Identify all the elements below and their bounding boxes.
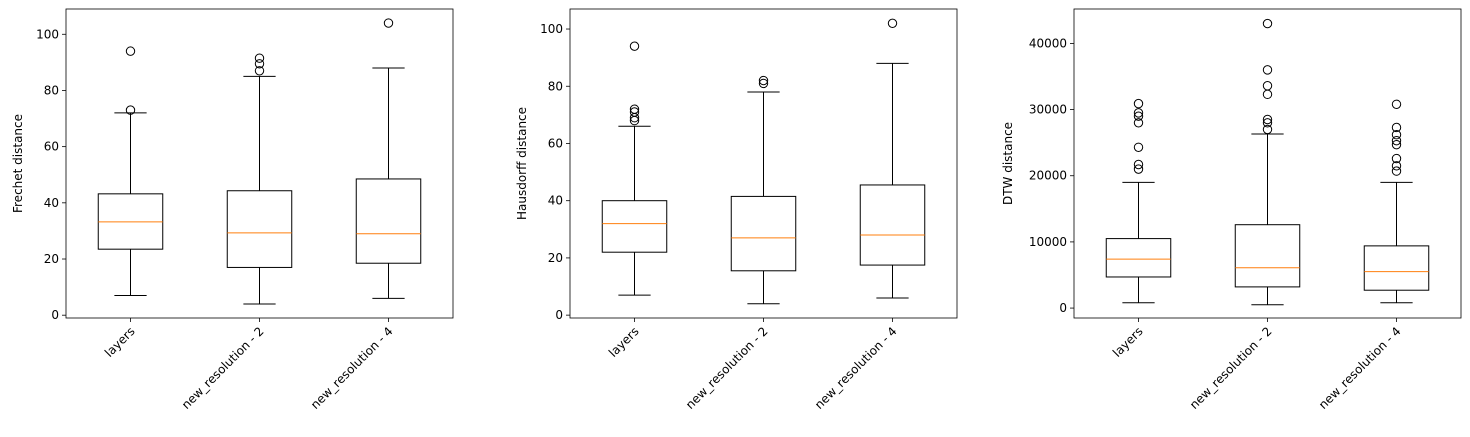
y-tick-label: 100	[36, 27, 59, 41]
y-axis-label: Frechet distance	[11, 114, 25, 213]
flier-point	[1133, 142, 1144, 152]
x-tick-label-layers: layers	[1110, 324, 1146, 360]
y-tick-label: 40000	[1029, 36, 1067, 50]
flier-point	[1391, 130, 1402, 140]
x-tick-label-new-resolution-4: new_resolution - 4	[812, 324, 900, 412]
flier-point	[1391, 166, 1402, 176]
flier-point	[1391, 122, 1402, 133]
x-tick-label-new-resolution-2: new_resolution - 2	[179, 324, 267, 412]
y-tick-label: 40	[44, 196, 59, 210]
flier-point	[1262, 118, 1273, 128]
flier-point	[1262, 81, 1273, 91]
flier-point	[758, 78, 769, 89]
flier-point	[1133, 159, 1144, 170]
x-tick-label-new-resolution-4: new_resolution - 4	[1316, 324, 1404, 412]
box-iqr	[1105, 238, 1172, 278]
y-tick-label: 40	[548, 194, 563, 208]
y-tick-label: 0	[51, 308, 59, 322]
box-new-resolution-2	[1234, 18, 1301, 306]
flier-point	[1391, 161, 1402, 171]
flier-point	[629, 104, 640, 114]
flier-point	[1262, 89, 1273, 100]
y-axis-label: Hausdorff distance	[515, 107, 529, 220]
flier-point	[1262, 18, 1273, 29]
flier-point	[758, 75, 769, 86]
flier-point	[887, 18, 898, 29]
x-tick-label-layers: layers	[102, 324, 138, 360]
flier-point	[1262, 114, 1273, 125]
y-tick-label: 20	[548, 251, 563, 265]
box-iqr	[355, 178, 422, 264]
box-new-resolution-2	[226, 53, 293, 305]
flier-point	[629, 107, 640, 117]
flier-point	[254, 66, 265, 76]
flier-point	[1391, 135, 1402, 146]
y-tick-label: 0	[1059, 301, 1067, 315]
panel-hausdorff: 0 20 40 60 80 100 Hausdorff distance layers new_…	[515, 8, 958, 412]
box-layers	[1105, 98, 1172, 304]
flier-point	[1262, 124, 1273, 135]
y-tick-label: 20000	[1029, 169, 1067, 183]
axes-frame	[65, 8, 454, 319]
y-tick-label: 30000	[1029, 103, 1067, 117]
y-tick-label: 20	[44, 252, 59, 266]
box-iqr	[730, 195, 797, 272]
y-tick-label: 100	[540, 22, 563, 36]
y-tick-label: 0	[555, 308, 563, 322]
x-tick-label-new-resolution-2: new_resolution - 2	[1187, 324, 1275, 412]
flier-point	[1133, 111, 1144, 121]
flier-point	[1391, 153, 1402, 164]
box-new-resolution-4	[859, 18, 926, 299]
box-layers	[97, 46, 164, 297]
flier-point	[125, 46, 136, 56]
box-new-resolution-4	[355, 18, 422, 299]
box-iqr	[1234, 224, 1301, 288]
flier-point	[1133, 108, 1144, 118]
x-tick-label-new-resolution-4: new_resolution - 4	[308, 324, 396, 412]
axes-frame	[569, 8, 958, 319]
flier-point	[254, 59, 265, 69]
flier-point	[1133, 118, 1144, 128]
flier-point	[254, 53, 265, 63]
x-tick-label-new-resolution-2: new_resolution - 2	[683, 324, 771, 412]
box-layers	[601, 41, 668, 296]
flier-point	[125, 105, 136, 115]
box-iqr	[226, 190, 293, 268]
box-iqr	[1363, 245, 1430, 291]
y-axis-label: DTW distance	[1001, 122, 1015, 205]
panel-dtw: 0 10000 20000 30000 40000 DTW distance layers n…	[1001, 8, 1462, 412]
flier-point	[1391, 139, 1402, 150]
box-iqr	[859, 184, 926, 266]
flier-point	[629, 41, 640, 51]
axes-frame	[1073, 8, 1462, 319]
flier-point	[1133, 98, 1144, 109]
x-tick-label-layers: layers	[606, 324, 642, 360]
y-tick-label: 80	[548, 79, 563, 93]
y-tick-label: 80	[44, 83, 59, 97]
box-new-resolution-4	[1363, 99, 1430, 304]
panel-frechet: 0 20 40 60 80 100 Frechet distance layers new_re…	[11, 8, 454, 412]
flier-point	[1391, 99, 1402, 109]
y-tick-label: 60	[548, 136, 563, 150]
y-tick-label: 10000	[1029, 235, 1067, 249]
y-tick-label: 60	[44, 140, 59, 154]
box-new-resolution-2	[730, 75, 797, 305]
flier-point	[1133, 164, 1144, 174]
box-iqr	[601, 200, 668, 253]
flier-point	[1262, 65, 1273, 75]
flier-point	[383, 18, 394, 28]
